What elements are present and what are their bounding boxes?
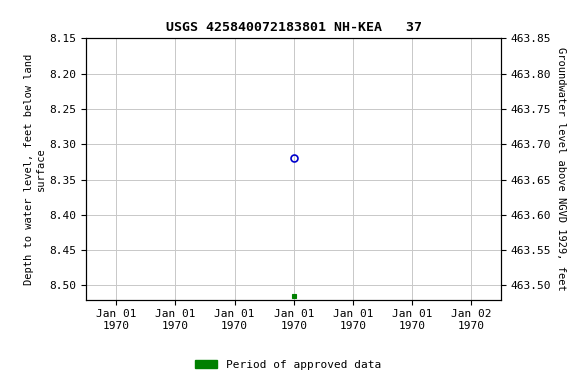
Legend: Period of approved data: Period of approved data [191, 356, 385, 375]
Y-axis label: Depth to water level, feet below land
surface: Depth to water level, feet below land su… [24, 53, 46, 285]
Title: USGS 425840072183801 NH-KEA   37: USGS 425840072183801 NH-KEA 37 [166, 22, 422, 35]
Y-axis label: Groundwater level above NGVD 1929, feet: Groundwater level above NGVD 1929, feet [555, 47, 566, 291]
